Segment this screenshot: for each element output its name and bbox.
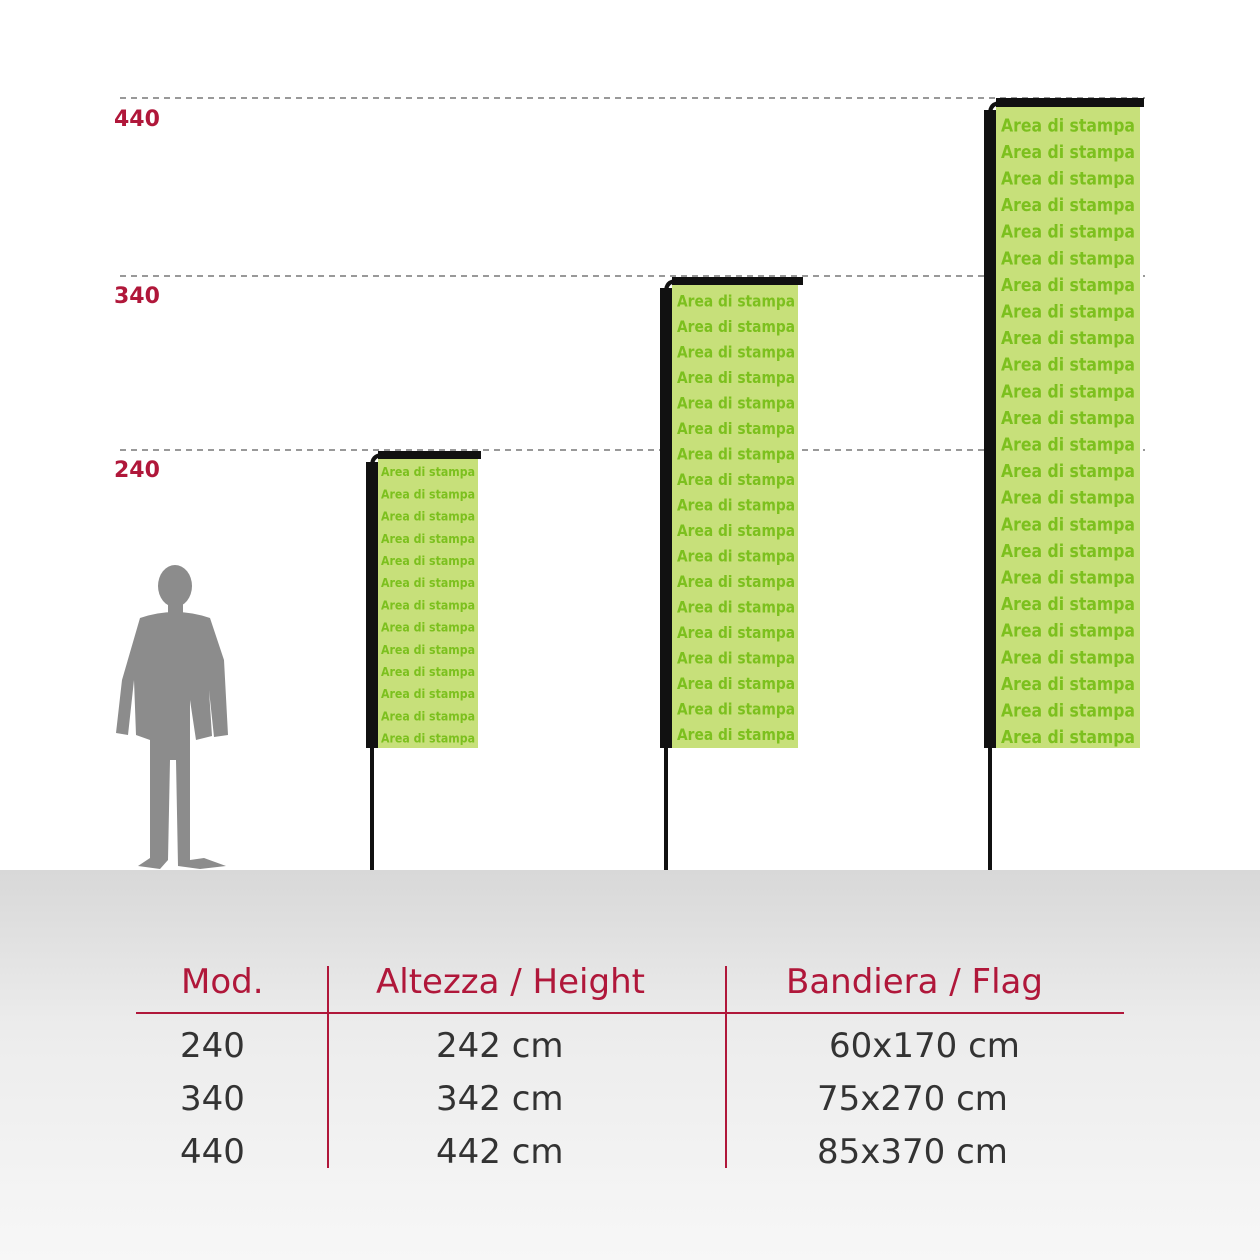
flag-print-text: Area di stampa bbox=[1001, 195, 1135, 216]
flag-print-text: Area di stampa bbox=[1001, 594, 1135, 615]
cell-flag: 60x170 cm bbox=[829, 1026, 1020, 1066]
spec-table: Mod. Altezza / Height Bandiera / Flag 24… bbox=[136, 958, 1124, 1172]
flag-print-text: Area di stampa bbox=[381, 732, 475, 746]
flag-print-text: Area di stampa bbox=[1001, 222, 1135, 243]
flag-print-text: Area di stampa bbox=[677, 317, 795, 336]
flag-print-text: Area di stampa bbox=[1001, 488, 1135, 509]
cell-height: 442 cm bbox=[436, 1132, 564, 1172]
flag-print-text: Area di stampa bbox=[1001, 621, 1135, 642]
flag-print-text: Area di stampa bbox=[677, 419, 795, 438]
flag-print-text: Area di stampa bbox=[381, 510, 475, 524]
flag-print-text: Area di stampa bbox=[381, 665, 475, 679]
flag-440: Area di stampa Area di stampa Area di stam… bbox=[984, 98, 1144, 870]
flag-print-text: Area di stampa bbox=[1001, 514, 1135, 535]
flag-print-text: Area di stampa bbox=[1001, 568, 1135, 589]
flag-print-text: Area di stampa bbox=[1001, 461, 1135, 482]
flag-print-text: Area di stampa bbox=[381, 598, 475, 612]
column-divider bbox=[725, 966, 727, 1168]
flag-print-text: Area di stampa bbox=[677, 598, 795, 617]
flag-print-text: Area di stampa bbox=[1001, 674, 1135, 695]
flag-print-text: Area di stampa bbox=[381, 532, 475, 546]
flag-print-text: Area di stampa bbox=[1001, 169, 1135, 190]
flag-print-text: Area di stampa bbox=[677, 394, 795, 413]
level-label-340: 340 bbox=[114, 284, 160, 309]
flag-print-text: Area di stampa bbox=[1001, 142, 1135, 163]
flag-text-440: Area di stampa Area di stampa Area di stam… bbox=[1001, 115, 1135, 748]
flag-print-text: Area di stampa bbox=[677, 496, 795, 515]
flag-print-text: Area di stampa bbox=[677, 343, 795, 362]
flag-print-text: Area di stampa bbox=[1001, 328, 1135, 349]
flag-print-text: Area di stampa bbox=[1001, 435, 1135, 456]
flag-print-text: Area di stampa bbox=[1001, 115, 1135, 136]
pole-sleeve-440 bbox=[984, 110, 996, 748]
flag-print-text: Area di stampa bbox=[677, 572, 795, 591]
table-row: 340 342 cm 75x270 cm bbox=[136, 1073, 1124, 1125]
flag-text-240: Area di stampa Area di stampa Area di stam… bbox=[381, 465, 475, 745]
flag-340: Area di stampa Area di stampa Area di stam… bbox=[660, 277, 803, 870]
level-label-240: 240 bbox=[114, 458, 160, 483]
person-silhouette-icon bbox=[116, 565, 228, 869]
column-divider bbox=[327, 966, 329, 1168]
flag-print-text: Area di stampa bbox=[677, 368, 795, 387]
flag-text-340: Area di stampa Area di stampa Area di stam… bbox=[677, 292, 795, 744]
level-label-440: 440 bbox=[114, 107, 160, 132]
cell-model: 340 bbox=[180, 1079, 245, 1119]
flag-print-text: Area di stampa bbox=[677, 547, 795, 566]
flag-print-text: Area di stampa bbox=[1001, 355, 1135, 376]
flag-print-text: Area di stampa bbox=[381, 621, 475, 635]
top-bar-440 bbox=[996, 98, 1144, 107]
pole-sleeve-240 bbox=[366, 462, 378, 748]
table-row: 440 442 cm 85x370 cm bbox=[136, 1126, 1124, 1178]
top-bar-240 bbox=[378, 451, 481, 459]
cell-height: 242 cm bbox=[436, 1026, 564, 1066]
flag-print-text: Area di stampa bbox=[677, 521, 795, 540]
flag-print-text: Area di stampa bbox=[381, 465, 475, 479]
flag-print-text: Area di stampa bbox=[1001, 302, 1135, 323]
flag-print-text: Area di stampa bbox=[677, 292, 795, 311]
flag-body-240 bbox=[378, 459, 478, 748]
header-model: Mod. bbox=[181, 962, 264, 1002]
flag-print-text: Area di stampa bbox=[381, 643, 475, 657]
top-bar-340 bbox=[672, 277, 803, 285]
table-row: 240 242 cm 60x170 cm bbox=[136, 1020, 1124, 1072]
flag-print-text: Area di stampa bbox=[1001, 248, 1135, 269]
header-divider bbox=[136, 1012, 1124, 1014]
flag-print-text: Area di stampa bbox=[1001, 541, 1135, 562]
flag-print-text: Area di stampa bbox=[381, 554, 475, 568]
flag-print-text: Area di stampa bbox=[677, 700, 795, 719]
cell-height: 342 cm bbox=[436, 1079, 564, 1119]
flag-print-text: Area di stampa bbox=[677, 649, 795, 668]
flag-240: Area di stampa Area di stampa Area di stam… bbox=[366, 451, 481, 870]
flag-print-text: Area di stampa bbox=[677, 470, 795, 489]
cell-model: 440 bbox=[180, 1132, 245, 1172]
pole-sleeve-340 bbox=[660, 288, 672, 748]
flag-print-text: Area di stampa bbox=[381, 687, 475, 701]
header-flag: Bandiera / Flag bbox=[786, 962, 1043, 1002]
flag-print-text: Area di stampa bbox=[381, 576, 475, 590]
flag-print-text: Area di stampa bbox=[677, 623, 795, 642]
flag-print-text: Area di stampa bbox=[1001, 275, 1135, 296]
flag-print-text: Area di stampa bbox=[1001, 701, 1135, 722]
flag-print-text: Area di stampa bbox=[677, 674, 795, 693]
flag-print-text: Area di stampa bbox=[677, 725, 795, 744]
flag-print-text: Area di stampa bbox=[1001, 647, 1135, 668]
flag-print-text: Area di stampa bbox=[1001, 408, 1135, 429]
flag-print-text: Area di stampa bbox=[1001, 381, 1135, 402]
flag-print-text: Area di stampa bbox=[381, 709, 475, 723]
flag-print-text: Area di stampa bbox=[1001, 727, 1135, 748]
flag-print-text: Area di stampa bbox=[381, 487, 475, 501]
flag-body-440 bbox=[996, 107, 1140, 748]
cell-flag: 75x270 cm bbox=[817, 1079, 1008, 1119]
header-height: Altezza / Height bbox=[376, 962, 645, 1002]
floor bbox=[0, 870, 1260, 1260]
flag-print-text: Area di stampa bbox=[677, 445, 795, 464]
cell-model: 240 bbox=[180, 1026, 245, 1066]
cell-flag: 85x370 cm bbox=[817, 1132, 1008, 1172]
flag-body-340 bbox=[672, 285, 798, 748]
